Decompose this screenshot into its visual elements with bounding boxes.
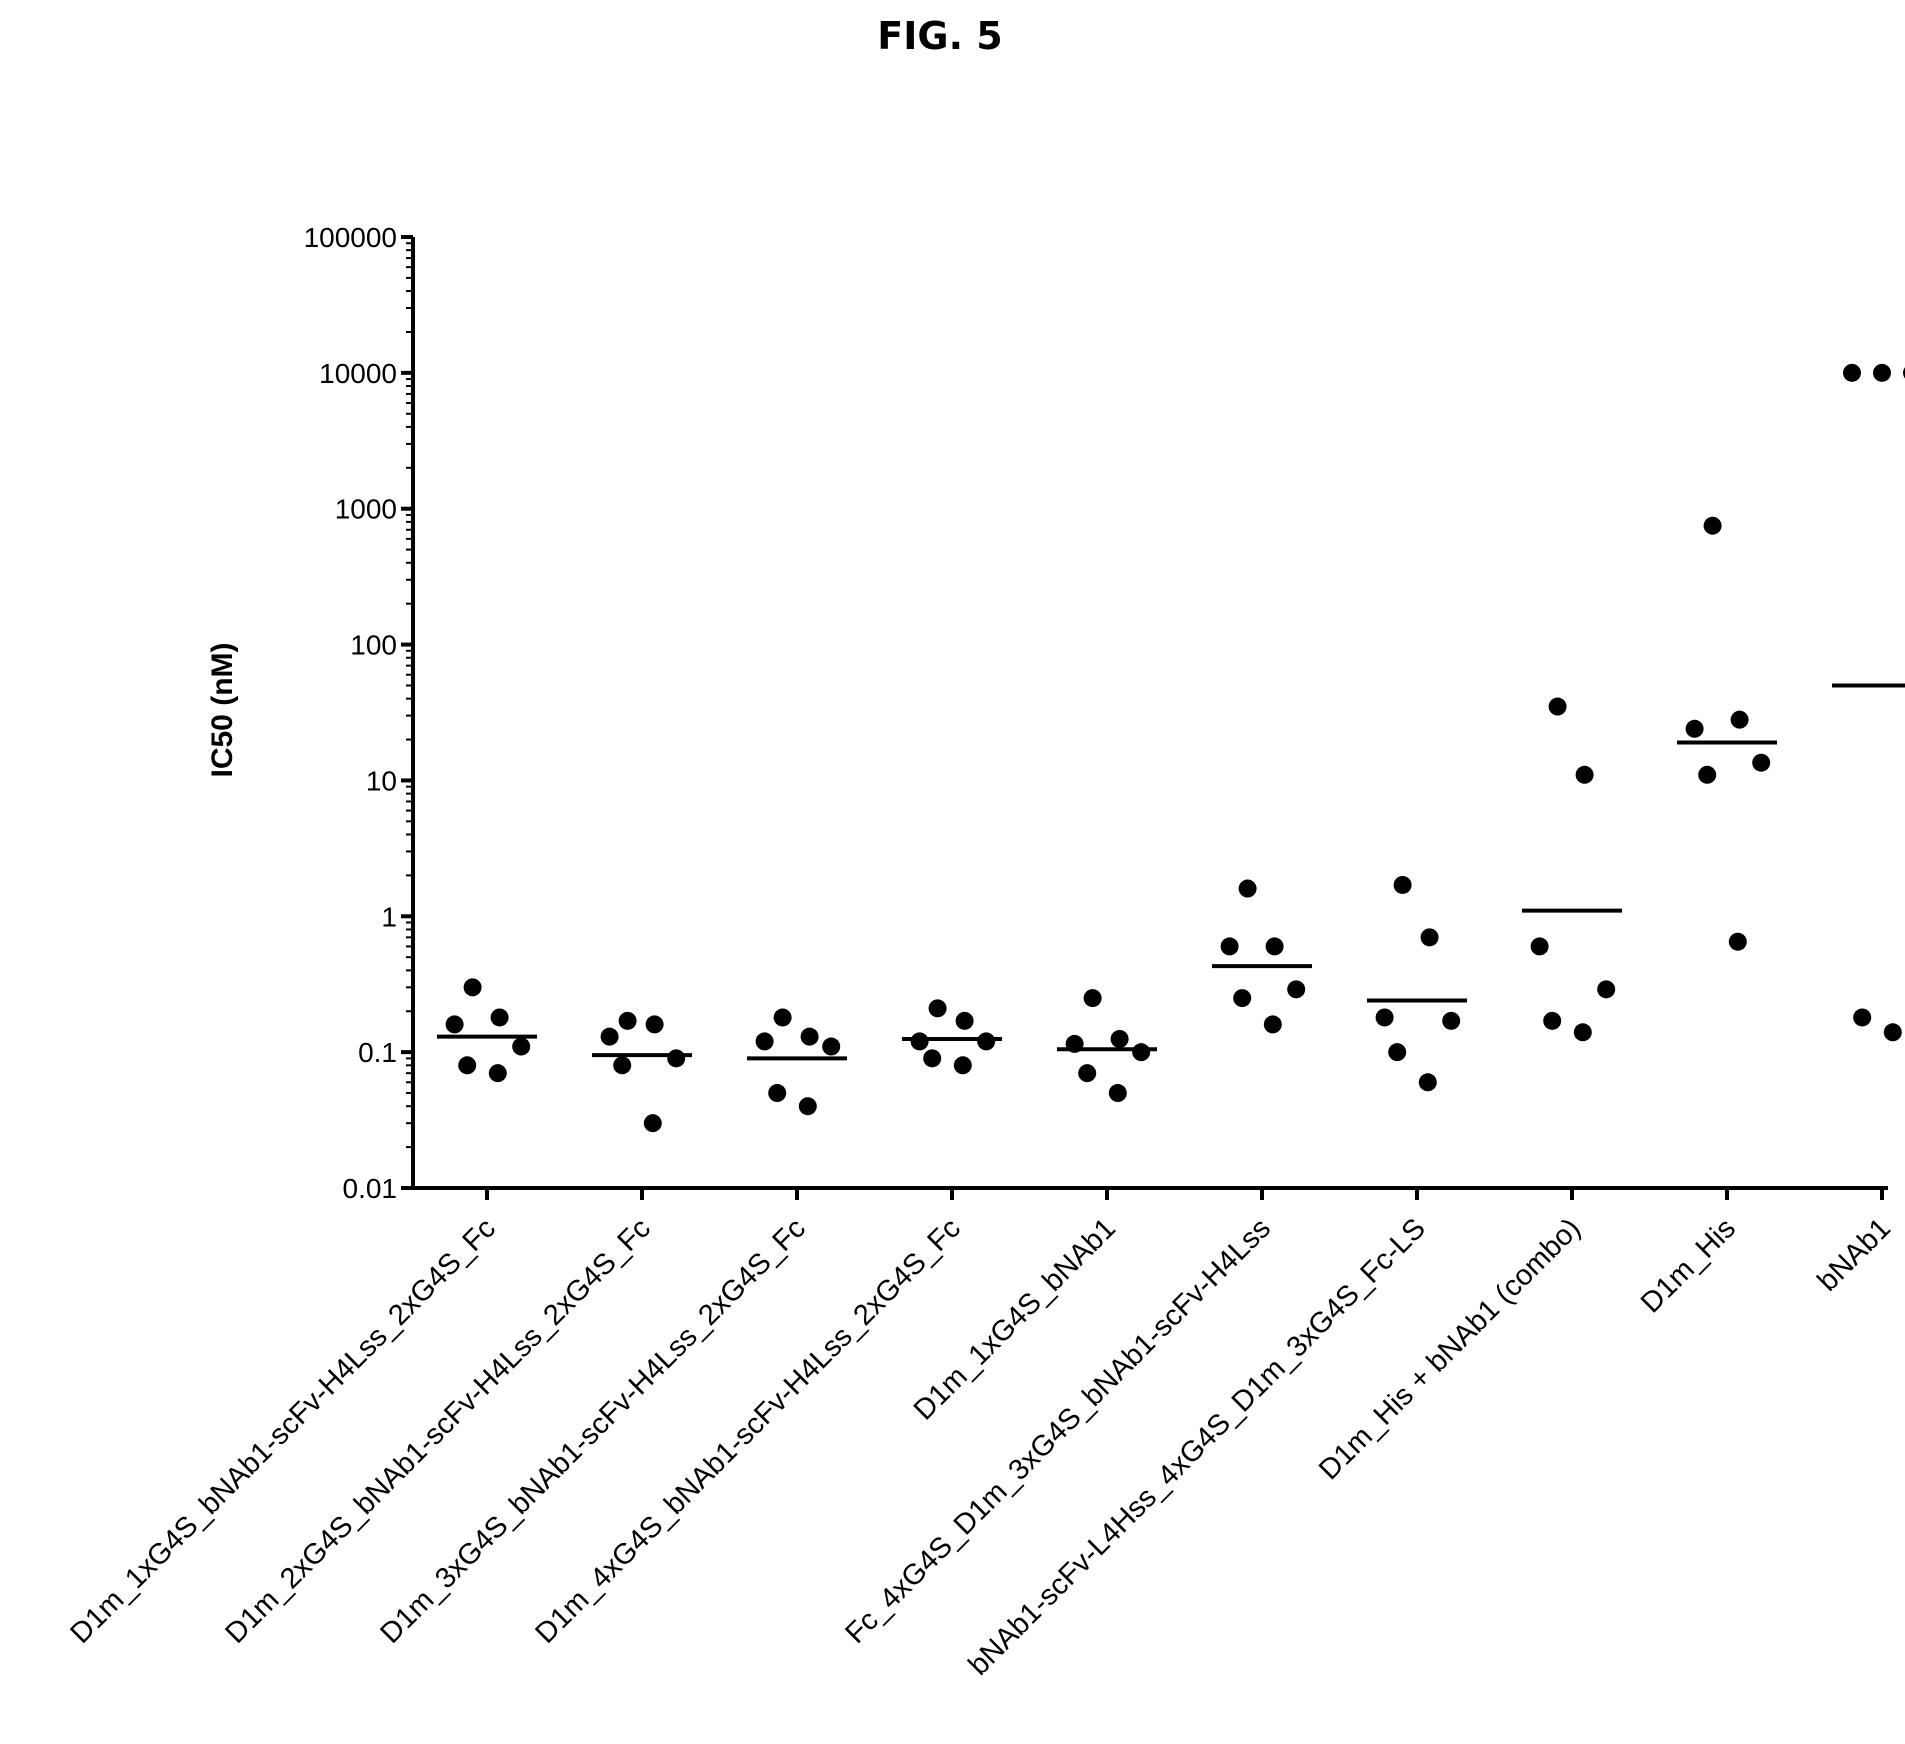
data-point	[1853, 1008, 1872, 1027]
data-point	[643, 1114, 662, 1133]
data-point	[798, 1097, 817, 1116]
y-tick-label: 100	[350, 630, 397, 661]
data-point	[1420, 928, 1439, 947]
data-point	[458, 1056, 477, 1075]
data-point	[1233, 989, 1252, 1008]
data-point	[1703, 516, 1722, 535]
x-axis: D1m_1xG4S_bNAb1-scFv-H4Lss_2xG4S_FcD1m_2…	[64, 1186, 1897, 1682]
data-point	[1597, 980, 1616, 999]
y-tick-label: 0.01	[343, 1173, 398, 1204]
data-point	[1220, 937, 1239, 956]
data-point	[1238, 879, 1257, 898]
data-point	[1083, 989, 1102, 1008]
data-point	[1375, 1008, 1394, 1027]
data-point	[1442, 1011, 1461, 1030]
data-point	[1730, 710, 1749, 729]
data-point	[773, 1008, 792, 1027]
data-point	[1543, 1011, 1562, 1030]
data-point	[928, 999, 947, 1018]
data-point	[768, 1084, 787, 1103]
data-point	[1530, 937, 1549, 956]
data-point	[1843, 363, 1861, 382]
data-point	[613, 1056, 632, 1075]
data-point	[1065, 1034, 1084, 1053]
data-point	[1287, 980, 1306, 999]
x-category-label: D1m_His	[1635, 1212, 1742, 1319]
data-point	[512, 1037, 531, 1056]
data-point	[618, 1011, 637, 1030]
data-point	[755, 1032, 774, 1051]
y-tick-label: 100000	[304, 222, 397, 253]
data-point	[1685, 719, 1704, 738]
data-point	[488, 1064, 507, 1083]
data-point	[463, 978, 482, 997]
y-tick-label: 1	[381, 901, 397, 932]
data-point	[923, 1049, 942, 1068]
y-tick-label: 1000	[335, 494, 397, 525]
data-point	[1265, 937, 1284, 956]
data-point	[1698, 765, 1717, 784]
y-tick-label: 10000	[319, 358, 397, 389]
data-point	[955, 1011, 974, 1030]
data-point	[1110, 1029, 1129, 1048]
y-axis-title: IC50 (nM)	[206, 643, 239, 778]
data-point	[490, 1008, 509, 1027]
data-point	[1752, 753, 1771, 772]
median-lines	[437, 683, 1905, 1061]
data-point	[1575, 765, 1594, 784]
data-point	[1078, 1064, 1097, 1083]
data-point	[445, 1015, 464, 1034]
y-tick-label: 10	[366, 765, 397, 796]
y-tick-label: 0.1	[358, 1037, 397, 1068]
data-point	[667, 1049, 686, 1068]
data-point	[1263, 1015, 1282, 1034]
data-point	[953, 1056, 972, 1075]
data-point	[645, 1015, 664, 1034]
data-point	[1548, 697, 1567, 716]
data-point	[1573, 1023, 1592, 1042]
data-point	[1883, 1023, 1902, 1042]
data-point	[1728, 932, 1747, 951]
x-category-label: bNAb1	[1812, 1212, 1897, 1297]
data-point	[1388, 1043, 1407, 1062]
data-point	[1108, 1084, 1127, 1103]
y-axis: 0.01 0.1 1 10 100 1000 10000 100000	[304, 222, 415, 1204]
data-point	[1393, 875, 1412, 894]
data-point	[1418, 1073, 1437, 1092]
data-point	[800, 1027, 819, 1046]
x-category-label: D1m_His + bNAb1 (combo)	[1313, 1212, 1587, 1486]
data-point	[977, 1032, 996, 1051]
data-point	[910, 1032, 929, 1051]
data-point	[600, 1027, 619, 1046]
data-points	[445, 363, 1905, 1133]
data-point	[1132, 1043, 1151, 1062]
figure-title: FIG. 5	[877, 14, 1003, 58]
data-point	[1873, 363, 1891, 382]
data-point	[822, 1037, 841, 1056]
